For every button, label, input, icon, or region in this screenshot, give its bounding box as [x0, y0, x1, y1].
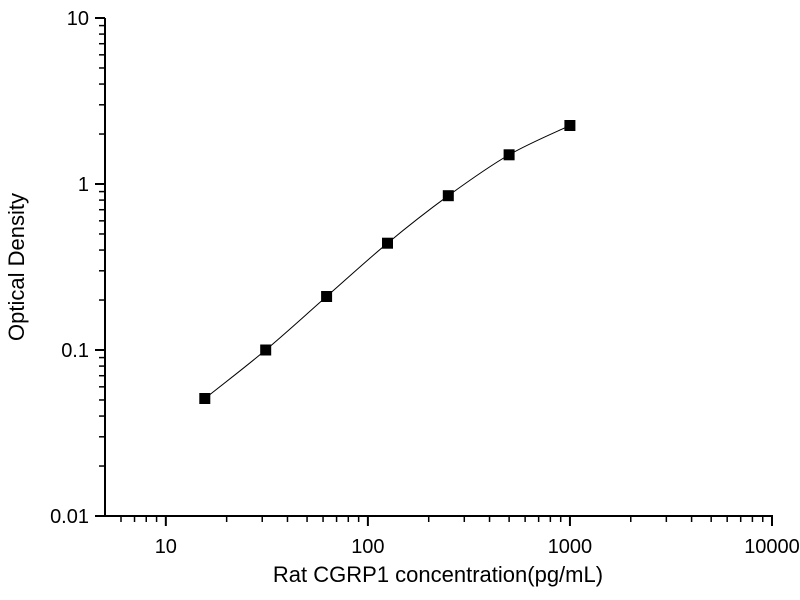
x-axis-tick-label: 1000 [548, 536, 593, 558]
y-axis-tick-label: 0.01 [50, 506, 89, 528]
y-axis-tick-label: 1 [78, 174, 89, 196]
x-axis-tick-label: 10 [155, 536, 177, 558]
y-axis-tick-label: 10 [67, 8, 89, 30]
data-point-marker [199, 393, 211, 404]
standard-curve-line [204, 125, 571, 399]
data-point-marker [382, 237, 393, 249]
y-axis-title: Optical Density [4, 193, 29, 341]
data-point-marker [564, 120, 576, 131]
data-point-marker [442, 190, 454, 202]
x-axis-tick-label: 10000 [744, 536, 800, 558]
data-point-marker [260, 344, 272, 356]
data-point-marker [503, 149, 515, 161]
y-axis-tick-label: 0.1 [61, 340, 89, 362]
x-axis-title: Rat CGRP1 concentration(pg/mL) [273, 562, 603, 587]
plot-layer: 10 100 1000 10000 10 1 0.1 0.01 [50, 8, 800, 558]
x-axis-tick-label: 100 [351, 536, 384, 558]
data-point-marker [321, 291, 333, 302]
